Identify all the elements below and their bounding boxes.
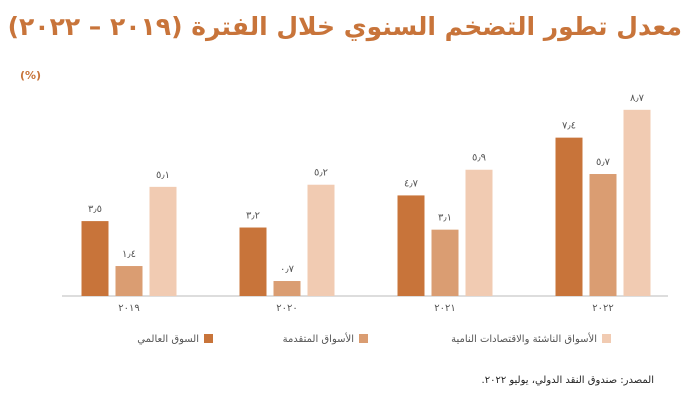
x-tick-label: ٢٠٢١ xyxy=(434,303,455,314)
bar xyxy=(465,169,493,296)
value-label: ٨٫٧ xyxy=(630,93,645,104)
chart-title: معدل تطور التضخم السنوي خلال الفترة (٢٠١… xyxy=(7,12,682,41)
value-label: ٣٫٢ xyxy=(246,211,260,222)
bar xyxy=(81,221,109,296)
value-label: ٥٫٢ xyxy=(314,168,328,179)
legend-swatch xyxy=(204,334,213,343)
value-label: ١٫٤ xyxy=(122,249,136,260)
bar xyxy=(431,229,459,296)
legend-label: الأسواق الناشئة والاقتصادات النامية xyxy=(451,332,597,345)
chart: (%) ٢٠١٩ ٣٫٥ ١٫٤ ٥٫١ ٢٠٢٠ ٣٫٢ ٠٫٧ ٥٫٢ ٢٠٢١ ٤٫٧ ٣٫١… xyxy=(20,69,668,345)
legend-label: السوق العالمي xyxy=(137,334,199,345)
bar xyxy=(555,137,583,296)
source-note: المصدر: صندوق النقد الدولي، يوليو ٢٠٢٢. xyxy=(481,375,654,386)
x-tick-label: ٢٠١٩ xyxy=(118,303,139,314)
value-label: ٤٫٧ xyxy=(404,178,419,189)
value-label: ٣٫٥ xyxy=(88,204,102,215)
legend-label: الأسواق المتقدمة xyxy=(283,332,354,345)
bar xyxy=(115,266,143,296)
value-label: ٥٫٧ xyxy=(596,157,611,168)
bar xyxy=(589,174,617,296)
legend-swatch xyxy=(359,334,368,343)
bar xyxy=(273,281,301,296)
value-label: ٠٫٧ xyxy=(280,264,295,275)
bar xyxy=(307,184,335,296)
bar xyxy=(239,227,267,296)
value-label: ٥٫١ xyxy=(156,170,170,181)
x-tick-label: ٢٠٢٢ xyxy=(592,303,613,314)
legend-swatch xyxy=(602,334,611,343)
value-label: ٧٫٤ xyxy=(562,121,576,132)
value-label: ٣٫١ xyxy=(438,213,452,224)
value-label: ٥٫٩ xyxy=(472,153,486,164)
x-tick-label: ٢٠٢٠ xyxy=(276,303,297,314)
unit-label: (%) xyxy=(20,69,41,82)
bar xyxy=(623,109,651,296)
bar xyxy=(397,195,425,296)
bar xyxy=(149,186,177,296)
